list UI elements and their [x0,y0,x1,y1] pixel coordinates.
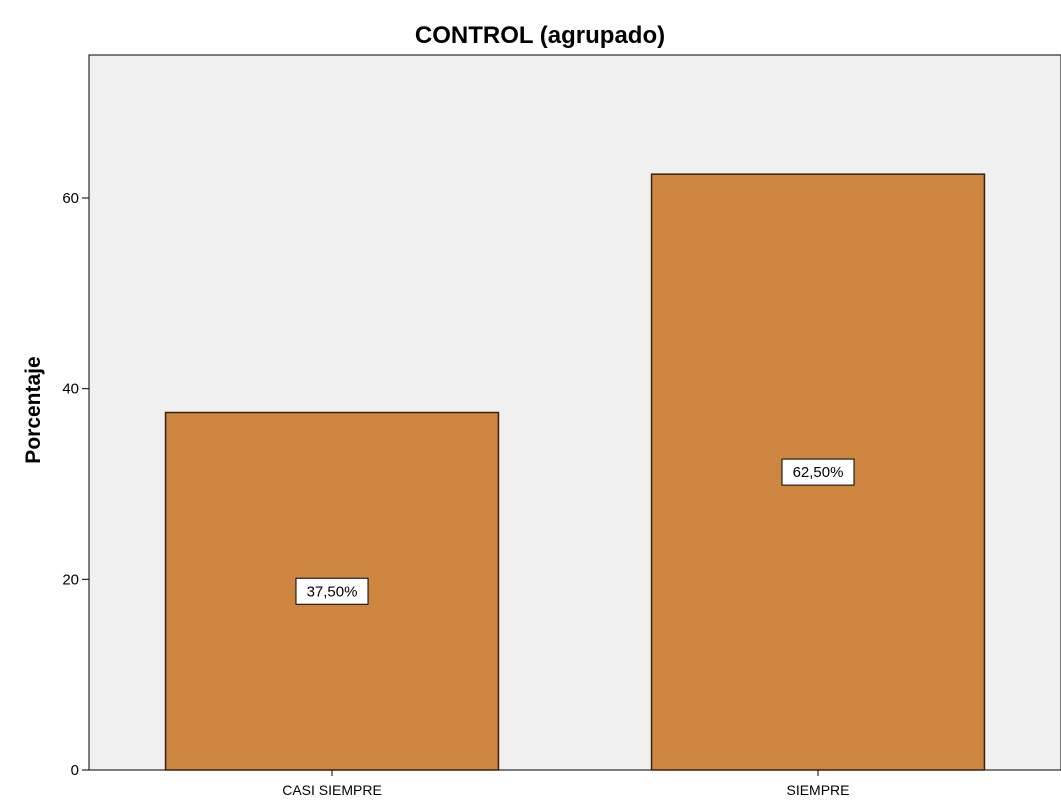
x-tick-label: SIEMPRE [786,782,849,798]
x-axis: CASI SIEMPRE SIEMPRE [282,770,850,798]
data-label: 62,50% [781,458,855,486]
data-label-box [295,577,369,605]
y-tick-label: 20 [62,571,79,588]
y-axis-label: Porcentaje [22,356,45,463]
data-label-box [781,458,855,486]
y-tick-label: 40 [62,381,79,398]
data-label-text: 62,50% [793,464,844,481]
bars-group: 37,50% 62,50% [164,173,986,771]
x-tick-label: CASI SIEMPRE [282,782,382,798]
chart-title: CONTROL (agrupado) [415,22,665,49]
data-label-text: 37,50% [307,583,358,600]
y-axis: 0 20 40 60 [62,190,89,779]
y-tick-label: 60 [62,190,79,207]
y-tick-label: 0 [71,762,79,779]
data-label: 37,50% [295,577,369,605]
